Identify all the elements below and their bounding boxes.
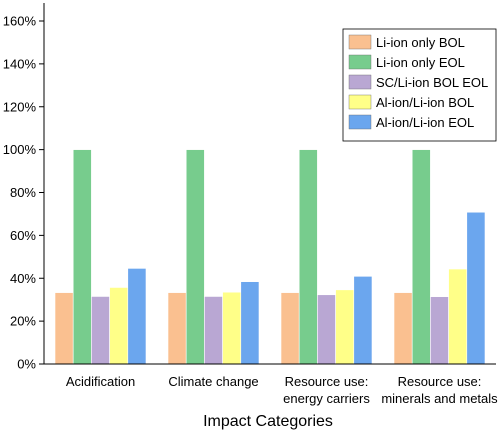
bars <box>54 149 486 365</box>
bar <box>127 268 147 365</box>
legend-label: SC/Li-ion BOL EOL <box>376 75 488 90</box>
legend-label: Al-ion/Li-ion BOL <box>376 95 474 110</box>
legend-swatch <box>348 94 372 110</box>
y-tick-label: 80% <box>10 185 36 200</box>
y-tick-label: 120% <box>3 99 37 114</box>
legend-label: Li-ion only BOL <box>376 35 465 50</box>
bar <box>353 276 373 365</box>
bar <box>240 281 260 365</box>
bar <box>222 291 242 365</box>
bar <box>393 292 413 365</box>
legend-label: Al-ion/Li-ion EOL <box>376 115 474 130</box>
bar <box>430 296 449 365</box>
bar <box>91 296 110 365</box>
legend: Li-ion only BOL Li-ion only EOL SC/Li-ion … <box>342 28 497 142</box>
axes <box>43 3 496 365</box>
bar <box>109 287 129 365</box>
legend-swatch <box>348 54 372 70</box>
legend-swatch <box>348 114 372 130</box>
bar <box>298 149 318 365</box>
x-axis-title: Impact Categories <box>203 413 333 430</box>
legend-swatch <box>348 74 372 90</box>
x-tick-label: Acidification <box>66 374 135 389</box>
bar <box>167 292 187 365</box>
bar <box>448 268 468 365</box>
x-tick-labels: Acidification Climate change Resource use:… <box>66 374 498 406</box>
bar <box>280 292 300 365</box>
bar <box>185 149 205 365</box>
y-tick-label: 20% <box>10 314 36 329</box>
y-tick-label: 140% <box>3 56 37 71</box>
bar <box>204 296 223 365</box>
x-tick-label: Climate change <box>168 374 258 389</box>
y-tick-label: 60% <box>10 228 36 243</box>
bar <box>335 289 355 365</box>
x-tick-label: energy carriers <box>283 391 370 406</box>
bar <box>72 149 92 365</box>
y-tick-label: 40% <box>10 271 36 286</box>
bar <box>317 294 336 365</box>
y-tick-label: 100% <box>3 142 37 157</box>
legend-swatch <box>348 34 372 50</box>
legend-label: Li-ion only EOL <box>376 55 465 70</box>
y-tick-label: 160% <box>3 14 37 29</box>
x-tick-label: Resource use: <box>398 374 482 389</box>
bar <box>54 292 74 365</box>
x-tick-label: minerals and metals <box>381 391 498 406</box>
bar <box>411 149 431 365</box>
y-tick-label: 0% <box>17 357 36 372</box>
y-axis-ticks: 0% 20% 40% 60% 80% 100% 120% 140% 160% <box>3 14 44 372</box>
bar <box>466 211 486 365</box>
x-tick-label: Resource use: <box>285 374 369 389</box>
